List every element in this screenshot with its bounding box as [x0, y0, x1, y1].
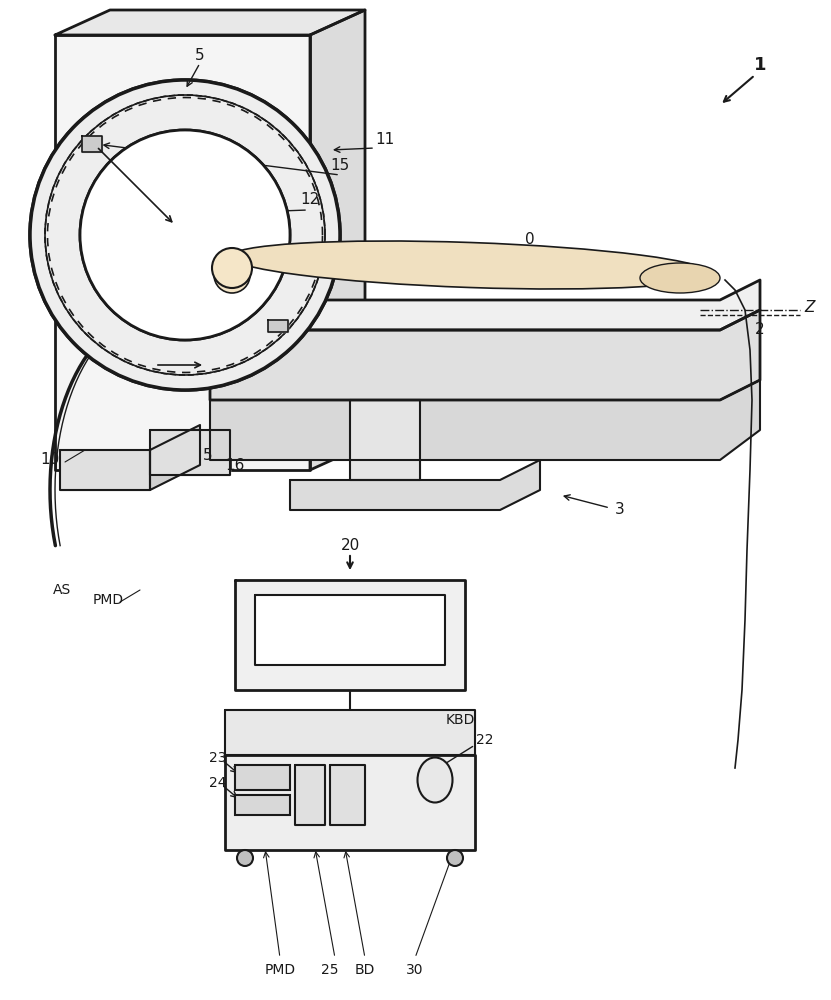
Text: 20: 20 — [341, 538, 360, 552]
Text: 12: 12 — [300, 192, 320, 208]
Text: BD: BD — [355, 963, 375, 977]
Ellipse shape — [230, 241, 710, 289]
Ellipse shape — [417, 758, 453, 802]
Text: KBD: KBD — [445, 713, 475, 727]
Polygon shape — [295, 765, 325, 825]
Text: 15: 15 — [331, 157, 350, 172]
Polygon shape — [55, 10, 365, 35]
Circle shape — [237, 850, 253, 866]
Text: 25: 25 — [322, 963, 339, 977]
Text: 0: 0 — [525, 232, 535, 247]
Polygon shape — [255, 595, 445, 665]
Circle shape — [80, 130, 290, 340]
Text: Z: Z — [804, 300, 815, 316]
Text: 30: 30 — [406, 963, 424, 977]
Polygon shape — [82, 136, 102, 152]
Circle shape — [214, 257, 250, 293]
Text: AS: AS — [53, 583, 71, 597]
Text: PMD: PMD — [92, 593, 124, 607]
Circle shape — [447, 850, 463, 866]
Text: 10: 10 — [41, 452, 60, 468]
Polygon shape — [210, 280, 760, 330]
Text: 16: 16 — [225, 458, 244, 473]
Text: 22: 22 — [476, 733, 494, 747]
Text: 24: 24 — [209, 776, 227, 790]
Polygon shape — [210, 380, 760, 460]
Text: 11: 11 — [376, 132, 395, 147]
Polygon shape — [350, 400, 420, 480]
Polygon shape — [310, 10, 365, 470]
Ellipse shape — [640, 263, 720, 293]
Polygon shape — [150, 425, 200, 490]
Text: PMD: PMD — [264, 963, 296, 977]
Polygon shape — [235, 580, 465, 690]
Polygon shape — [225, 710, 475, 755]
Text: 23: 23 — [209, 751, 227, 765]
Text: 2: 2 — [755, 322, 765, 338]
Polygon shape — [268, 320, 288, 332]
Text: 1: 1 — [754, 56, 766, 74]
Bar — [235, 765, 290, 790]
Polygon shape — [330, 765, 365, 825]
Text: 3: 3 — [615, 502, 625, 518]
Text: 5: 5 — [195, 47, 204, 62]
Circle shape — [212, 248, 252, 288]
Bar — [235, 795, 290, 815]
Polygon shape — [60, 450, 150, 490]
Polygon shape — [225, 755, 475, 850]
Polygon shape — [55, 35, 310, 470]
Polygon shape — [210, 310, 760, 400]
Polygon shape — [150, 430, 230, 475]
Circle shape — [30, 80, 340, 390]
Circle shape — [80, 130, 290, 340]
Circle shape — [30, 80, 340, 390]
Text: 5: 5 — [204, 448, 213, 462]
Polygon shape — [290, 460, 540, 510]
